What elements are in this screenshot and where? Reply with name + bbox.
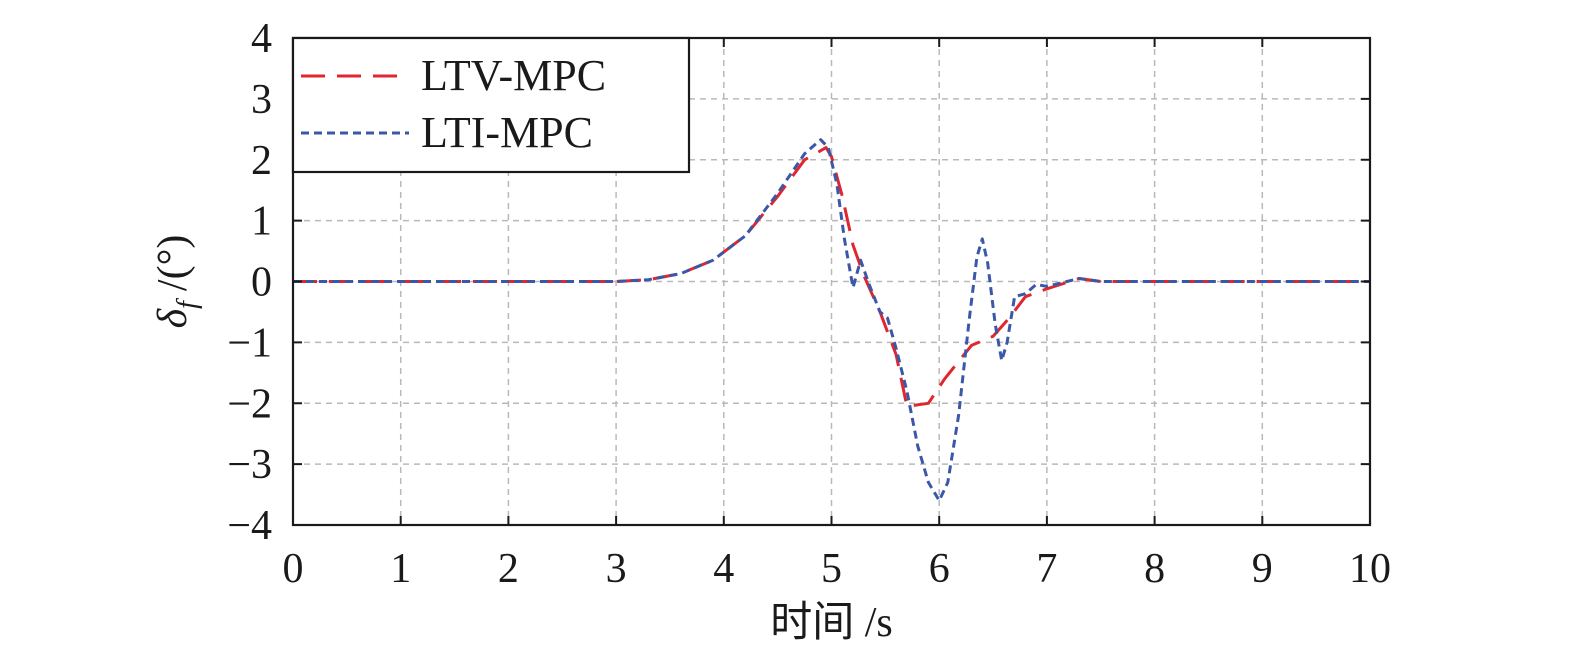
tick-labels: 0 1 2 3 4 5 6 7 8 9 10 −4 −3 −2 −1 0 1 2 3 4 bbox=[227, 16, 1391, 592]
legend-label-lti-mpc: LTI-MPC bbox=[421, 108, 593, 157]
x-tick-label: 0 bbox=[283, 546, 304, 592]
legend: LTV-MPC LTI-MPC bbox=[291, 36, 691, 174]
x-tick-label: 7 bbox=[1036, 546, 1057, 592]
y-tick-label: −4 bbox=[227, 503, 272, 549]
x-tick-label: 2 bbox=[498, 546, 519, 592]
x-tick-label: 10 bbox=[1349, 546, 1391, 592]
x-tick-label: 8 bbox=[1144, 546, 1165, 592]
y-axis-unit: /(°) bbox=[150, 235, 196, 291]
y-axis-symbol: δ bbox=[150, 307, 196, 328]
x-tick-label: 3 bbox=[606, 546, 627, 592]
y-tick-label: 1 bbox=[251, 199, 272, 245]
y-tick-label: 3 bbox=[251, 77, 272, 123]
x-tick-label: 4 bbox=[713, 546, 734, 592]
x-axis-title: 时间 /s bbox=[770, 600, 893, 646]
series-layer bbox=[293, 138, 1370, 503]
series-line-lti-mpc bbox=[293, 138, 1370, 503]
x-tick-label: 5 bbox=[821, 546, 842, 592]
y-axis-subscript: f bbox=[172, 298, 203, 309]
y-tick-label: −3 bbox=[227, 442, 272, 488]
x-tick-label: 6 bbox=[929, 546, 950, 592]
y-tick-label: 0 bbox=[251, 260, 272, 306]
y-tick-label: 2 bbox=[251, 138, 272, 184]
y-axis-title: δf /(°) bbox=[150, 235, 203, 329]
y-tick-label: −2 bbox=[227, 381, 272, 427]
x-tick-label: 1 bbox=[390, 546, 411, 592]
x-tick-label: 9 bbox=[1252, 546, 1273, 592]
y-tick-label: −1 bbox=[227, 320, 272, 366]
legend-box bbox=[291, 36, 691, 174]
legend-label-ltv-mpc: LTV-MPC bbox=[421, 51, 606, 100]
y-tick-label: 4 bbox=[251, 16, 272, 62]
